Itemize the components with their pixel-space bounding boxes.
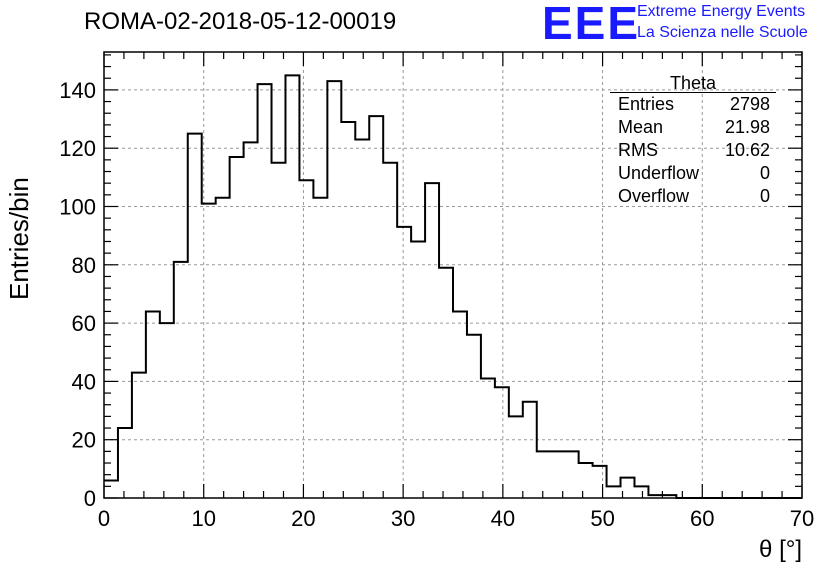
- histogram-bin: [593, 466, 607, 498]
- y-tick-label: 120: [59, 136, 96, 161]
- histogram-bin: [258, 84, 272, 498]
- histogram-bin: [621, 478, 635, 498]
- histogram-bin: [537, 451, 551, 498]
- histogram-bin: [299, 180, 313, 498]
- stats-value: 0: [759, 163, 770, 183]
- y-axis-label: Entries/bin: [4, 177, 34, 300]
- histogram-bin: [648, 495, 662, 498]
- histogram-bin: [565, 451, 579, 498]
- histogram-bin: [160, 323, 174, 498]
- y-tick-label: 0: [84, 486, 96, 511]
- histogram-bin: [244, 142, 258, 498]
- histogram-bin: [579, 463, 593, 498]
- x-tick-label: 50: [590, 506, 614, 531]
- eee-logo: EEE: [542, 0, 641, 49]
- histogram-bin: [327, 81, 341, 498]
- stats-value: 2798: [729, 94, 770, 114]
- y-tick-label: 20: [72, 428, 96, 453]
- histogram-bin: [369, 116, 383, 498]
- stats-label: RMS: [618, 140, 658, 160]
- histogram-bin: [411, 241, 425, 498]
- y-tick-label: 40: [72, 369, 96, 394]
- histogram-bin: [216, 198, 230, 498]
- x-tick-label: 30: [391, 506, 415, 531]
- histogram-bin: [132, 373, 146, 498]
- y-tick-label: 100: [59, 194, 96, 219]
- histogram-bin: [383, 163, 397, 498]
- histogram-bin: [467, 335, 481, 498]
- chart-title: ROMA-02-2018-05-12-00019: [84, 8, 397, 35]
- histogram-bin: [634, 486, 648, 498]
- x-tick-label: 40: [491, 506, 515, 531]
- logo-line-2: La Scienza nelle Scuole: [637, 24, 808, 41]
- y-tick-label: 60: [72, 311, 96, 336]
- histogram-bin: [439, 268, 453, 498]
- histogram-bin: [495, 387, 509, 498]
- stats-row-underflow: Underflow 0: [610, 162, 776, 185]
- stats-label: Underflow: [618, 163, 700, 183]
- stats-box: Theta Entries 2798 Mean 21.98 RMS 10.62 …: [610, 74, 776, 208]
- y-tick-label: 140: [59, 78, 96, 103]
- y-tick-label: 80: [72, 253, 96, 278]
- histogram-bin: [104, 481, 118, 498]
- histogram-bin: [607, 486, 621, 498]
- stats-row-overflow: Overflow 0: [610, 185, 776, 208]
- histogram-bin: [146, 311, 160, 498]
- stats-label: Entries: [618, 94, 675, 114]
- histogram-bin: [355, 139, 369, 498]
- histogram-bin: [188, 134, 202, 498]
- histogram-bin: [118, 428, 132, 498]
- histogram-bin: [397, 227, 411, 498]
- histogram-bin: [551, 451, 565, 498]
- x-tick-label: 10: [191, 506, 215, 531]
- x-tick-label: 60: [690, 506, 714, 531]
- histogram-bin: [313, 198, 327, 498]
- histogram-bin: [425, 183, 439, 498]
- histogram-bin: [662, 495, 676, 498]
- x-tick-label: 0: [98, 506, 110, 531]
- x-tick-label: 70: [790, 506, 814, 531]
- stats-value: 10.62: [724, 140, 770, 160]
- stats-row-mean: Mean 21.98: [610, 116, 776, 139]
- stats-label: Overflow: [618, 186, 690, 206]
- histogram-bin: [272, 163, 286, 498]
- plot-frame: [103, 51, 803, 499]
- stats-row-entries: Entries 2798: [610, 93, 776, 116]
- stats-label: Mean: [618, 117, 664, 137]
- x-axis-label: θ [°]: [759, 536, 802, 563]
- histogram-bin: [509, 416, 523, 498]
- histogram-bin: [202, 204, 216, 498]
- histogram-bin: [230, 157, 244, 498]
- x-tick-label: 20: [291, 506, 315, 531]
- stats-row-rms: RMS 10.62: [610, 139, 776, 162]
- logo-line-1: Extreme Energy Events: [637, 3, 806, 20]
- histogram-line: [104, 74, 802, 499]
- histogram-bin: [341, 122, 355, 498]
- histogram-bin: [523, 402, 537, 498]
- stats-value: 0: [759, 186, 770, 206]
- stats-title: Theta: [610, 74, 776, 93]
- histogram-bin: [453, 311, 467, 498]
- histogram-bin: [174, 262, 188, 498]
- stats-value: 21.98: [724, 117, 770, 137]
- histogram-bin: [285, 75, 299, 498]
- histogram-bin: [481, 378, 495, 498]
